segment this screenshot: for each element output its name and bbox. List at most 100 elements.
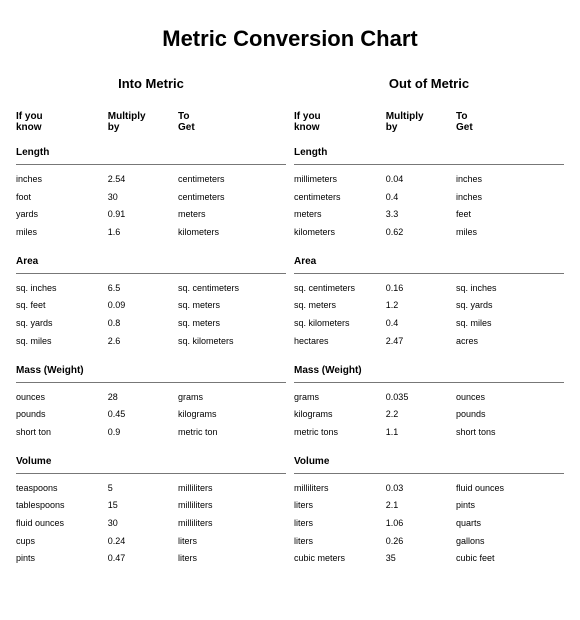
cell-multiply: 0.035: [386, 392, 456, 404]
cell-know: miles: [16, 227, 108, 239]
cell-get: fluid ounces: [456, 483, 564, 495]
table-row: grams0.035ounces: [294, 389, 564, 407]
header-multiply: Multiplyby: [386, 111, 456, 133]
header-get: ToGet: [456, 111, 564, 133]
cell-get: kilometers: [178, 227, 286, 239]
column-headers: If youknowMultiplybyToGet: [16, 109, 286, 143]
cell-multiply: 0.9: [108, 427, 178, 439]
cell-multiply: 2.1: [386, 500, 456, 512]
cell-know: teaspoons: [16, 483, 108, 495]
table-row: liters0.26gallons: [294, 533, 564, 551]
table-row: cups0.24liters: [16, 533, 286, 551]
table-row: inches2.54centimeters: [16, 171, 286, 189]
table-row: milliliters0.03fluid ounces: [294, 480, 564, 498]
cell-multiply: 1.06: [386, 518, 456, 530]
cell-know: meters: [294, 209, 386, 221]
cell-know: hectares: [294, 336, 386, 348]
table-row: millimeters0.04inches: [294, 171, 564, 189]
cell-multiply: 0.09: [108, 300, 178, 312]
divider: [294, 273, 564, 274]
cell-multiply: 5: [108, 483, 178, 495]
section-gap: [16, 351, 286, 361]
divider: [294, 473, 564, 474]
cell-multiply: 1.6: [108, 227, 178, 239]
divider: [16, 382, 286, 383]
cell-get: pounds: [456, 409, 564, 421]
cell-know: centimeters: [294, 192, 386, 204]
section-label: Volume: [16, 452, 286, 471]
cell-know: pounds: [16, 409, 108, 421]
cell-get: sq. miles: [456, 318, 564, 330]
table-row: metric tons1.1short tons: [294, 424, 564, 442]
cell-know: cubic meters: [294, 553, 386, 565]
cell-get: sq. inches: [456, 283, 564, 295]
page-title: Metric Conversion Chart: [16, 26, 564, 52]
table-row: sq. meters1.2sq. yards: [294, 297, 564, 315]
cell-get: miles: [456, 227, 564, 239]
cell-know: milliliters: [294, 483, 386, 495]
header-know: If youknow: [16, 111, 108, 133]
table-row: pounds0.45kilograms: [16, 406, 286, 424]
section-label: Volume: [294, 452, 564, 471]
cell-get: gallons: [456, 536, 564, 548]
cell-get: sq. meters: [178, 318, 286, 330]
cell-know: fluid ounces: [16, 518, 108, 530]
cell-know: kilometers: [294, 227, 386, 239]
header-multiply: Multiplyby: [108, 111, 178, 133]
cell-know: sq. inches: [16, 283, 108, 295]
cell-multiply: 2.6: [108, 336, 178, 348]
panel-heading: Out of Metric: [294, 76, 564, 91]
section-gap: [16, 242, 286, 252]
cell-know: sq. meters: [294, 300, 386, 312]
cell-know: liters: [294, 518, 386, 530]
cell-multiply: 0.26: [386, 536, 456, 548]
cell-get: feet: [456, 209, 564, 221]
cell-multiply: 35: [386, 553, 456, 565]
cell-know: pints: [16, 553, 108, 565]
cell-know: ounces: [16, 392, 108, 404]
cell-know: foot: [16, 192, 108, 204]
cell-know: short ton: [16, 427, 108, 439]
cell-multiply: 0.45: [108, 409, 178, 421]
table-row: sq. inches6.5sq. centimeters: [16, 280, 286, 298]
table-row: liters1.06quarts: [294, 515, 564, 533]
cell-know: sq. yards: [16, 318, 108, 330]
table-row: teaspoons5milliliters: [16, 480, 286, 498]
cell-get: inches: [456, 192, 564, 204]
section-gap: [16, 442, 286, 452]
table-row: sq. feet0.09sq. meters: [16, 297, 286, 315]
table-row: sq. miles2.6sq. kilometers: [16, 333, 286, 351]
cell-get: meters: [178, 209, 286, 221]
cell-get: metric ton: [178, 427, 286, 439]
table-row: yards0.91meters: [16, 206, 286, 224]
table-row: miles1.6kilometers: [16, 224, 286, 242]
panel-out-of-metric: Out of MetricIf youknowMultiplybyToGetLe…: [294, 76, 564, 568]
cell-multiply: 1.2: [386, 300, 456, 312]
cell-get: milliliters: [178, 483, 286, 495]
panel-heading: Into Metric: [16, 76, 286, 91]
cell-multiply: 0.24: [108, 536, 178, 548]
table-row: kilometers0.62miles: [294, 224, 564, 242]
cell-know: metric tons: [294, 427, 386, 439]
cell-multiply: 3.3: [386, 209, 456, 221]
divider: [16, 473, 286, 474]
cell-get: cubic feet: [456, 553, 564, 565]
cell-multiply: 0.8: [108, 318, 178, 330]
cell-get: pints: [456, 500, 564, 512]
cell-multiply: 2.47: [386, 336, 456, 348]
header-know: If youknow: [294, 111, 386, 133]
cell-get: short tons: [456, 427, 564, 439]
cell-get: kilograms: [178, 409, 286, 421]
table-row: liters2.1pints: [294, 497, 564, 515]
cell-multiply: 30: [108, 192, 178, 204]
cell-get: milliliters: [178, 500, 286, 512]
section-label: Mass (Weight): [294, 361, 564, 380]
table-row: sq. yards0.8sq. meters: [16, 315, 286, 333]
table-row: tablespoons15milliliters: [16, 497, 286, 515]
cell-multiply: 0.62: [386, 227, 456, 239]
table-row: foot30centimeters: [16, 189, 286, 207]
table-row: sq. kilometers0.4sq. miles: [294, 315, 564, 333]
cell-get: grams: [178, 392, 286, 404]
divider: [294, 164, 564, 165]
cell-get: sq. centimeters: [178, 283, 286, 295]
